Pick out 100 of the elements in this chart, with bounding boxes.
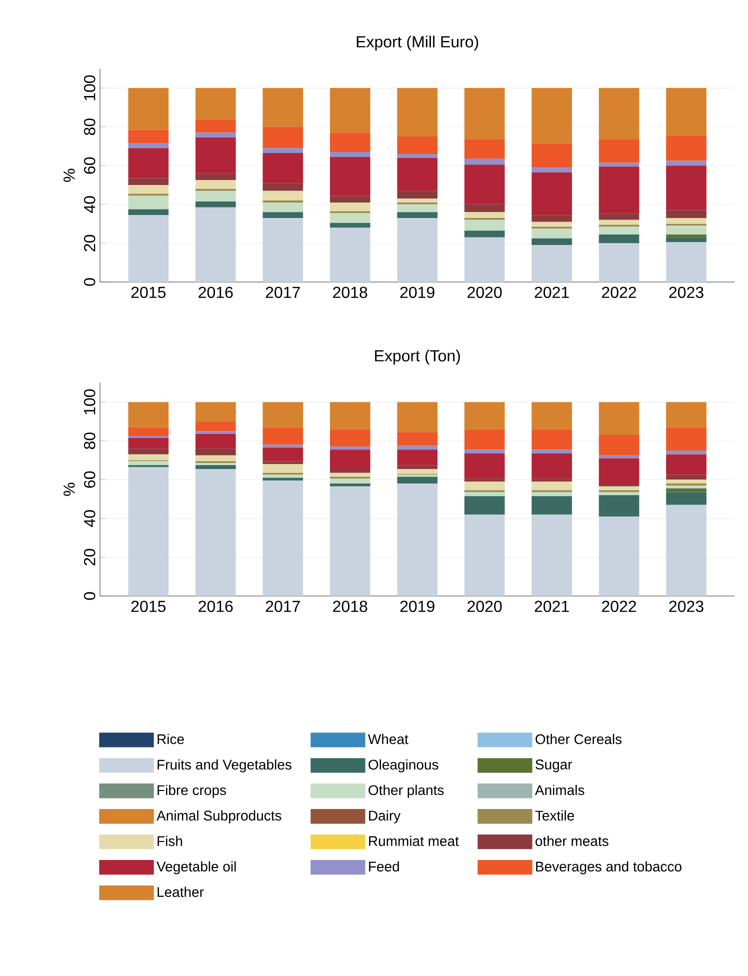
x-tick-label: 2021 bbox=[534, 286, 569, 298]
legend-label: Textile bbox=[535, 810, 574, 821]
bar bbox=[330, 402, 370, 430]
bar bbox=[666, 450, 706, 454]
bar bbox=[128, 178, 169, 186]
bar bbox=[262, 218, 304, 282]
bar bbox=[128, 88, 169, 130]
bar bbox=[195, 88, 236, 120]
y-tick-label: 80 bbox=[84, 432, 96, 450]
y-axis-title: % bbox=[64, 482, 75, 496]
bar bbox=[666, 237, 706, 242]
bar bbox=[262, 448, 304, 462]
bar bbox=[464, 492, 505, 496]
bar bbox=[464, 220, 505, 231]
x-tick-label: 2018 bbox=[333, 600, 368, 612]
bar bbox=[666, 166, 706, 210]
legend-label: Sugar bbox=[536, 760, 572, 772]
bar bbox=[262, 190, 304, 201]
legend-label: other meats bbox=[536, 836, 608, 846]
bar bbox=[128, 148, 169, 178]
chart-title: Export (Ton) bbox=[375, 350, 460, 365]
x-tick-label: 2017 bbox=[266, 286, 300, 298]
bar bbox=[330, 213, 370, 223]
bar bbox=[666, 427, 706, 451]
bar bbox=[532, 429, 572, 450]
bar bbox=[532, 514, 572, 596]
bar bbox=[330, 202, 370, 212]
bar bbox=[464, 514, 505, 596]
bar bbox=[532, 88, 572, 144]
bar bbox=[532, 168, 572, 172]
x-tick-label: 2015 bbox=[131, 600, 166, 612]
bar bbox=[195, 120, 236, 133]
bar bbox=[666, 210, 706, 218]
y-tick-label: 0 bbox=[84, 278, 96, 286]
bar bbox=[532, 492, 572, 496]
x-tick-label: 2015 bbox=[131, 286, 166, 298]
legend-label: Other Cereals bbox=[536, 734, 622, 744]
bar bbox=[397, 468, 438, 474]
bar bbox=[598, 458, 640, 484]
bar bbox=[262, 427, 304, 445]
bar bbox=[195, 190, 236, 202]
y-tick-label: 40 bbox=[84, 196, 96, 213]
bar bbox=[598, 243, 640, 282]
bar bbox=[464, 158, 505, 165]
bar bbox=[666, 492, 706, 505]
bar bbox=[532, 143, 572, 168]
bar bbox=[128, 209, 169, 216]
bar bbox=[532, 245, 572, 282]
bar bbox=[397, 218, 438, 282]
legend-label: Feed bbox=[369, 861, 399, 872]
bar bbox=[397, 446, 438, 450]
x-tick-label: 2020 bbox=[468, 286, 502, 298]
bar bbox=[397, 432, 438, 446]
bar bbox=[532, 482, 572, 490]
bar bbox=[195, 468, 236, 596]
bar bbox=[464, 88, 505, 140]
bar bbox=[532, 496, 572, 515]
bar bbox=[330, 196, 370, 202]
chart-title: Export (Mill Euro) bbox=[356, 36, 478, 51]
x-tick-label: 2023 bbox=[669, 286, 704, 298]
bar bbox=[598, 234, 640, 244]
bar bbox=[330, 484, 370, 486]
bar bbox=[666, 218, 706, 224]
bar bbox=[330, 152, 370, 157]
x-tick-label: 2020 bbox=[468, 600, 502, 612]
bar bbox=[330, 446, 370, 450]
bar bbox=[128, 448, 169, 454]
bar bbox=[598, 495, 640, 516]
bar bbox=[330, 486, 370, 596]
x-tick-label: 2022 bbox=[602, 600, 636, 612]
bar bbox=[262, 478, 304, 481]
bar bbox=[464, 496, 505, 515]
bar bbox=[195, 431, 236, 434]
y-tick-label: 60 bbox=[84, 471, 96, 488]
bar bbox=[262, 402, 304, 428]
bar bbox=[397, 450, 438, 466]
bar bbox=[666, 242, 706, 282]
bar bbox=[464, 139, 505, 159]
bar bbox=[195, 402, 236, 422]
bar bbox=[532, 238, 572, 246]
bar bbox=[666, 226, 706, 234]
y-axis-title: % bbox=[64, 168, 75, 182]
bar bbox=[464, 450, 505, 454]
bar bbox=[397, 158, 438, 191]
bar bbox=[598, 139, 640, 163]
bar bbox=[464, 237, 505, 282]
bar bbox=[598, 435, 640, 456]
bar bbox=[532, 402, 572, 430]
bar bbox=[262, 88, 304, 127]
bar bbox=[195, 173, 236, 180]
bar bbox=[330, 156, 370, 196]
bar bbox=[128, 196, 169, 210]
bar bbox=[397, 198, 438, 202]
x-tick-label: 2023 bbox=[669, 600, 704, 612]
bar bbox=[666, 136, 706, 161]
bar bbox=[262, 444, 304, 448]
x-tick-label: 2021 bbox=[534, 600, 569, 612]
bar bbox=[330, 228, 370, 282]
bar bbox=[598, 486, 640, 490]
legend-label: Animals bbox=[534, 784, 584, 796]
